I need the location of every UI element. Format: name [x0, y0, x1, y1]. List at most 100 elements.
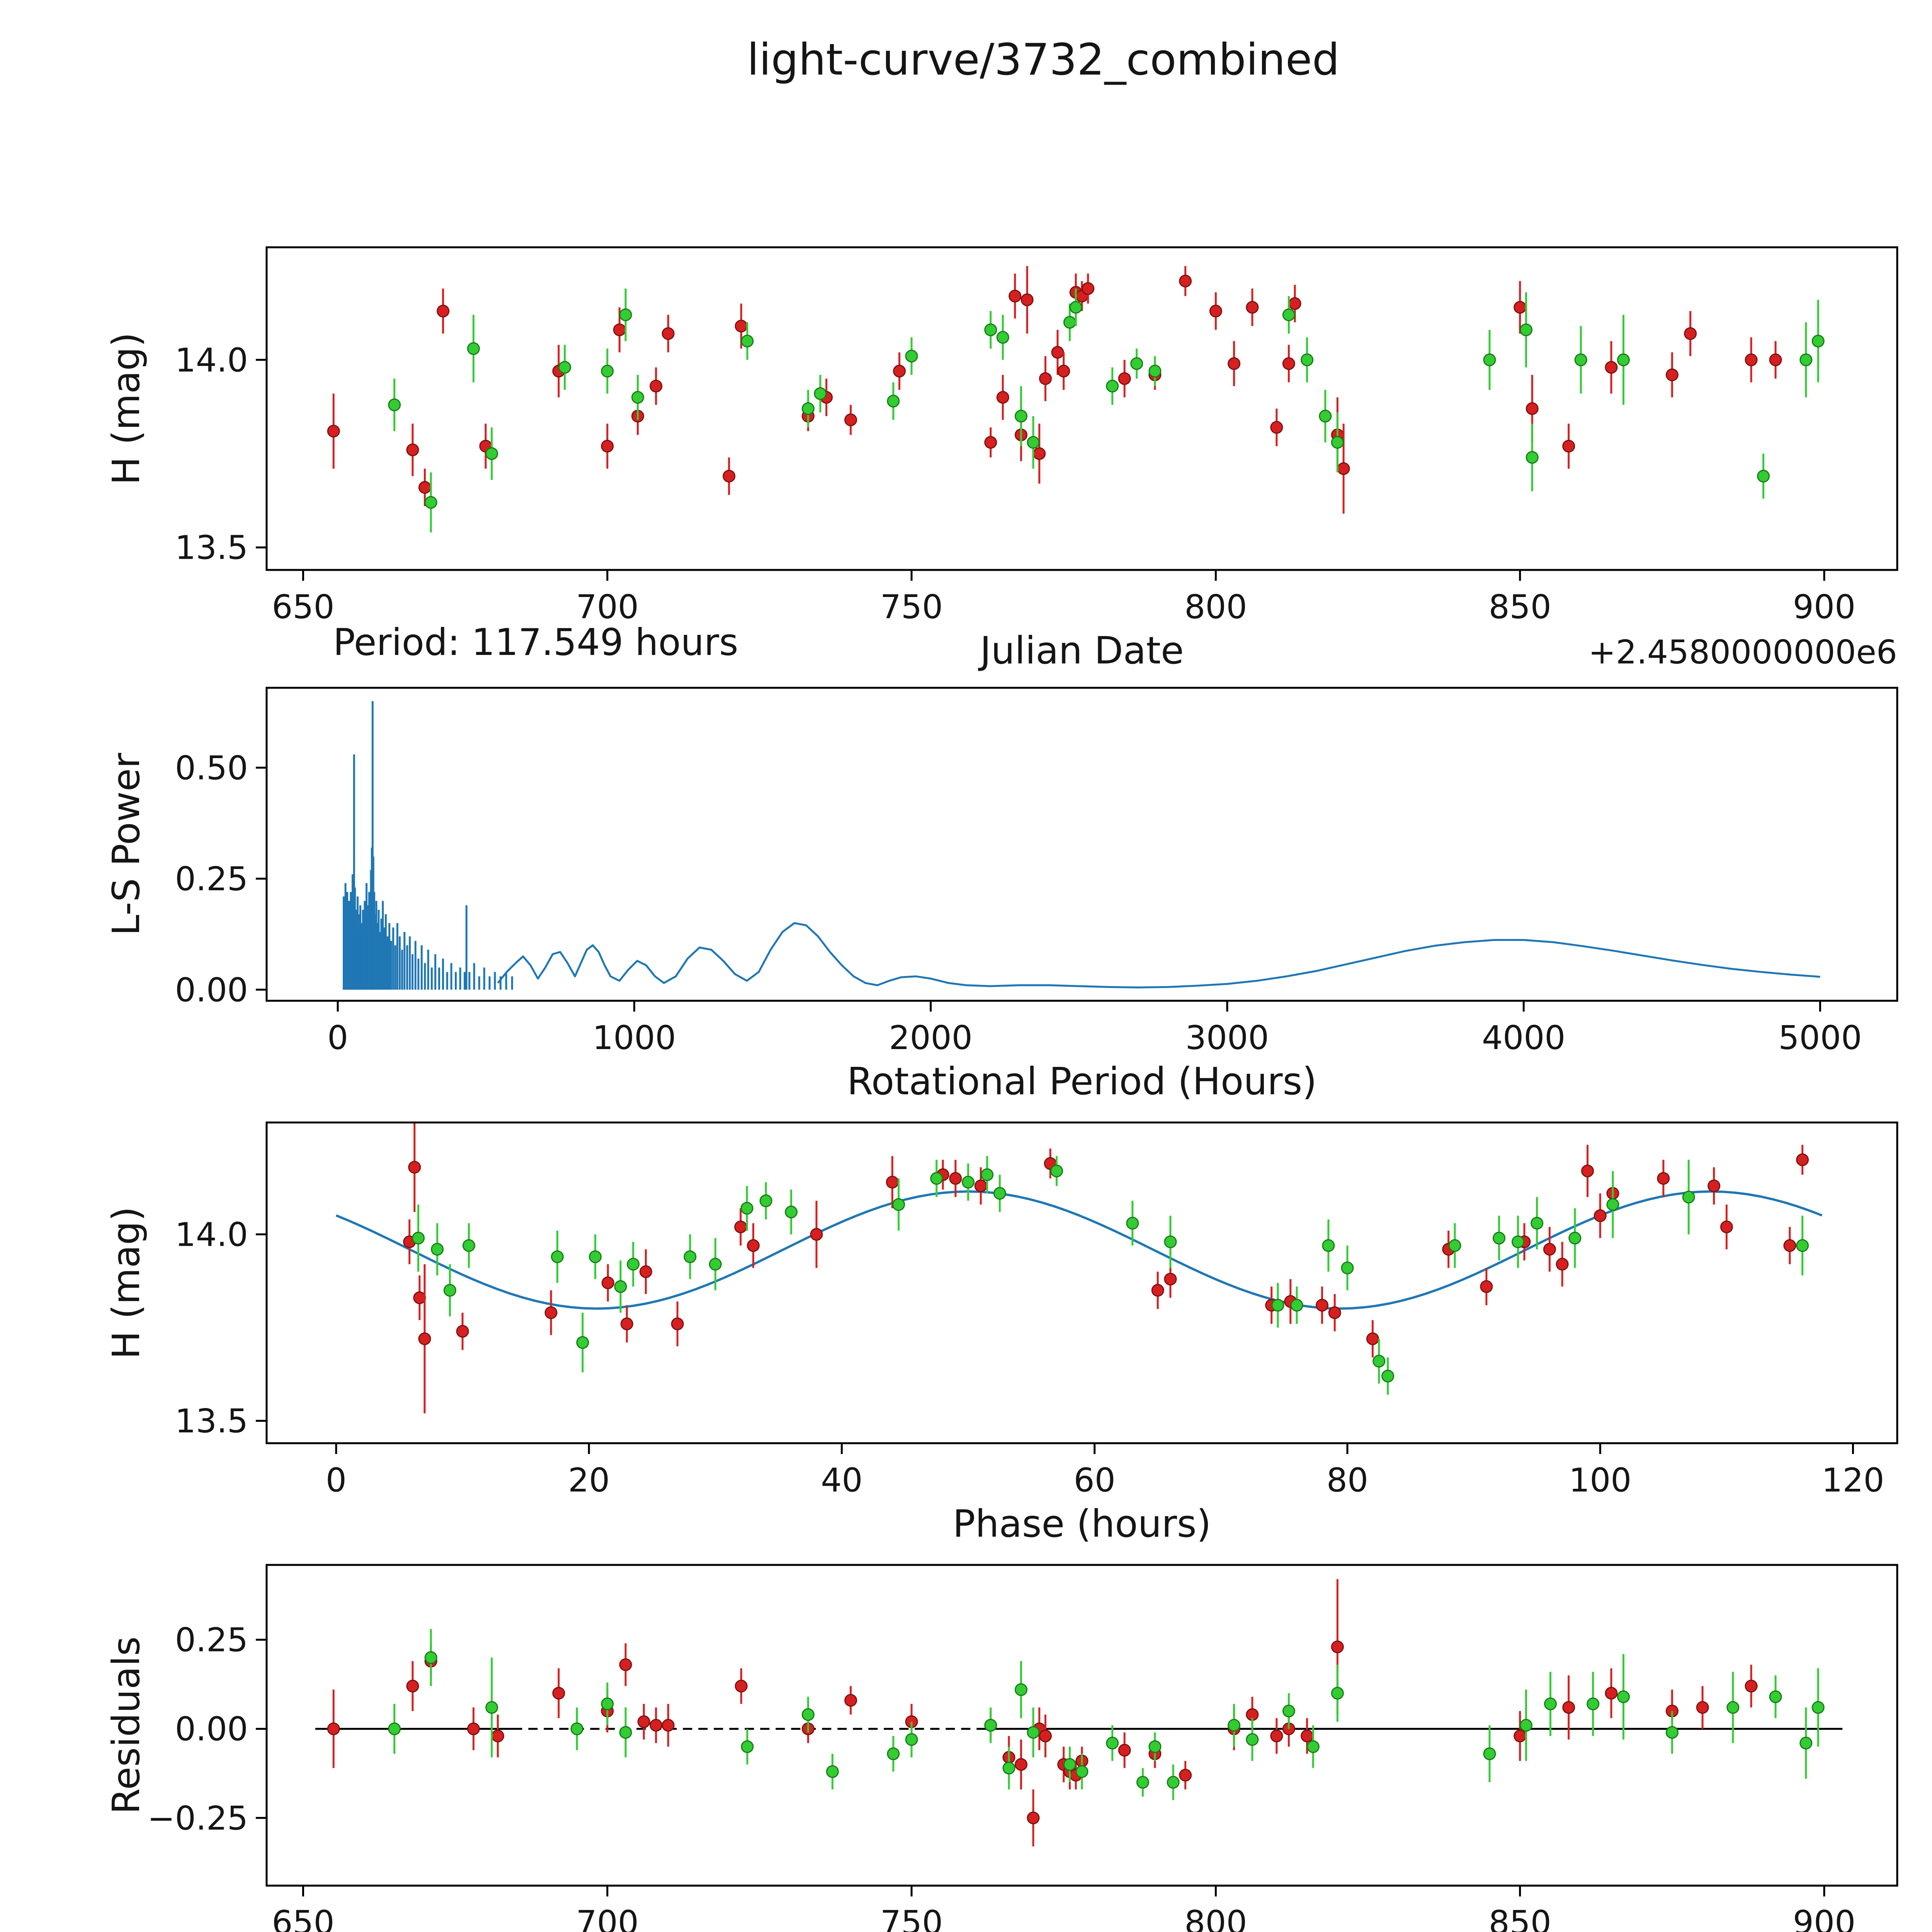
data-point — [1480, 1280, 1493, 1293]
x-axis-label: Phase (hours) — [953, 1502, 1211, 1546]
data-point — [1075, 1765, 1088, 1778]
data-point — [1341, 1261, 1354, 1274]
data-point — [485, 1701, 498, 1714]
x-axis-label: Julian Date — [978, 629, 1184, 672]
data-point — [424, 496, 437, 509]
data-point — [619, 1658, 632, 1671]
data-point — [1136, 1776, 1149, 1789]
y-tick-label: 0.00 — [175, 971, 248, 1009]
data-point — [1282, 308, 1295, 321]
data-point — [1568, 1231, 1582, 1245]
x-axis-offset-label: +2.4580000000e6 — [1588, 633, 1898, 672]
data-point — [984, 1719, 997, 1732]
data-point — [467, 342, 480, 355]
y-tick-label: 13.5 — [175, 529, 248, 567]
data-point — [1179, 274, 1192, 287]
data-point — [1301, 353, 1314, 366]
data-point — [1544, 1697, 1557, 1711]
data-point — [1720, 1220, 1733, 1233]
data-point — [1322, 1239, 1335, 1252]
x-tick-label: 750 — [880, 1904, 943, 1932]
data-point — [949, 1172, 962, 1185]
data-point — [1684, 327, 1697, 340]
data-point — [984, 323, 997, 337]
x-tick-label: 750 — [880, 588, 943, 626]
data-point — [1148, 1740, 1162, 1753]
data-point — [1594, 1209, 1607, 1222]
data-point — [1328, 1306, 1341, 1319]
data-point — [443, 1284, 456, 1297]
data-point — [801, 402, 815, 415]
data-point — [740, 1202, 753, 1215]
series-green-dataset — [388, 1629, 1825, 1800]
data-point — [1745, 353, 1758, 366]
data-point — [662, 1719, 675, 1732]
data-point — [1331, 1640, 1344, 1653]
data-point — [810, 1228, 823, 1241]
data-point — [1708, 1179, 1721, 1192]
data-point — [1015, 1758, 1028, 1771]
data-point — [406, 443, 419, 456]
data-point — [1106, 379, 1119, 393]
y-tick-label: 14.0 — [175, 1216, 248, 1254]
x-tick-label: 1000 — [592, 1019, 676, 1057]
x-tick-label: 60 — [1074, 1461, 1116, 1500]
data-point — [1002, 1762, 1015, 1775]
data-point — [759, 1194, 772, 1208]
series-red-dataset — [327, 1579, 1758, 1847]
data-point — [1665, 368, 1679, 381]
data-point — [619, 1726, 632, 1739]
data-point — [558, 361, 571, 374]
data-point — [1282, 357, 1295, 370]
data-point — [1282, 1704, 1295, 1718]
data-point — [747, 1239, 760, 1252]
data-point — [613, 323, 626, 337]
data-point — [1009, 289, 1022, 303]
data-point — [462, 1239, 475, 1252]
data-point — [1811, 1701, 1825, 1714]
data-point — [1514, 301, 1527, 314]
data-point — [1366, 1332, 1379, 1345]
data-point — [1118, 372, 1131, 385]
data-point — [684, 1250, 697, 1263]
data-point — [614, 1280, 627, 1293]
data-point — [485, 447, 498, 460]
data-point — [1050, 1164, 1063, 1177]
y-axis-label: H (mag) — [104, 1207, 148, 1359]
data-point — [544, 1306, 558, 1319]
data-point — [735, 1680, 748, 1693]
data-point — [1015, 1683, 1028, 1696]
x-tick-label: 3000 — [1185, 1019, 1269, 1057]
data-point — [1519, 323, 1532, 337]
data-point — [418, 1332, 431, 1345]
data-point — [741, 1740, 754, 1753]
x-tick-label: 4000 — [1482, 1019, 1565, 1057]
data-point — [741, 335, 754, 348]
data-point — [1246, 1733, 1259, 1746]
data-point — [1069, 301, 1082, 314]
data-point — [1562, 440, 1575, 453]
data-point — [981, 1168, 994, 1181]
data-point — [1118, 1744, 1131, 1757]
data-point — [1381, 1369, 1395, 1383]
data-point — [1726, 1701, 1740, 1714]
data-point — [735, 320, 748, 333]
data-point — [1301, 1730, 1314, 1743]
data-point — [1372, 1355, 1386, 1368]
data-point — [1057, 364, 1070, 378]
axes-frame — [265, 687, 1898, 1002]
data-point — [1063, 316, 1077, 329]
x-tick-label: 900 — [1793, 588, 1855, 626]
data-point — [601, 1276, 614, 1289]
data-point — [1562, 1701, 1575, 1714]
data-point — [650, 379, 663, 393]
data-point — [456, 1325, 469, 1338]
axes-frame — [265, 246, 1898, 571]
data-point — [844, 1694, 857, 1707]
data-point — [408, 1161, 421, 1174]
x-tick-label: 0 — [327, 1019, 348, 1057]
data-point — [418, 481, 431, 494]
data-point — [1306, 1740, 1320, 1753]
data-point — [570, 1722, 583, 1735]
